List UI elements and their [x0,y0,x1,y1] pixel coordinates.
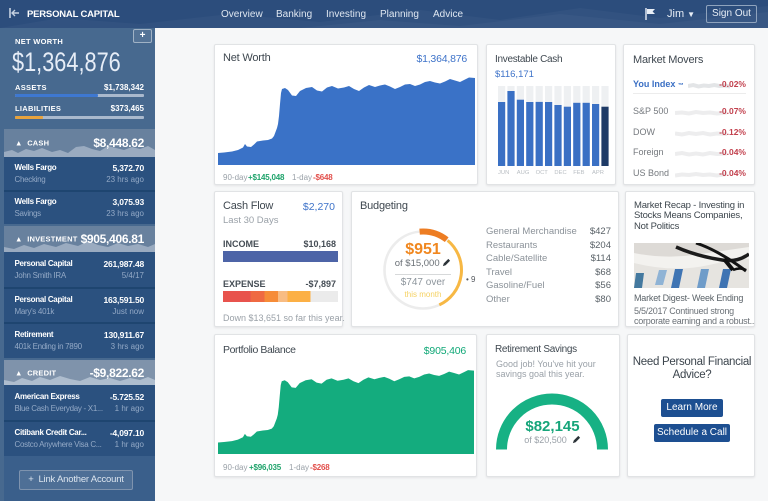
svg-text:OCT: OCT [536,170,549,176]
svg-text:AUG: AUG [517,170,530,176]
svg-text:FEB: FEB [573,170,584,176]
svg-text:APR: APR [592,170,604,176]
svg-text:DEC: DEC [554,170,566,176]
svg-text:JUN: JUN [498,170,509,176]
